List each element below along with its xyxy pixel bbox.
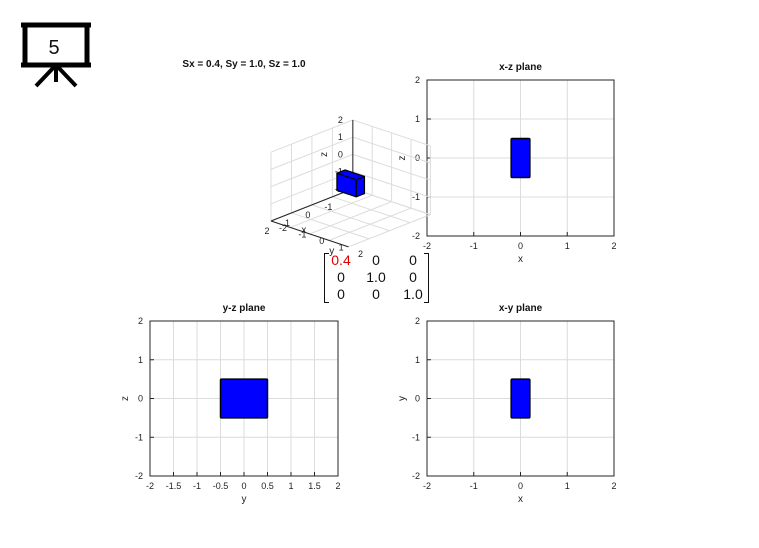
y-axis-label: y — [329, 246, 334, 257]
y-tick-label: -1 — [298, 229, 306, 239]
x-tick-label: -1.5 — [166, 481, 182, 491]
x-tick-label: 1 — [565, 481, 570, 491]
x-axis-line — [270, 188, 354, 222]
grid-line-3d — [291, 212, 370, 240]
grid-line-3d — [270, 153, 354, 188]
x-tick-label: 2 — [264, 226, 269, 236]
x-axis-label: x — [518, 254, 523, 265]
y-tick-label: 0 — [319, 236, 324, 246]
matrix-cell-sy: 1.0 — [366, 269, 386, 285]
y-tick-label: -1 — [135, 432, 143, 442]
x-tick-label: 0 — [305, 210, 310, 220]
x-axis-label: y — [242, 494, 247, 505]
scaling-matrix: 0.4 0 0 0 1.0 0 0 0 1.0 — [320, 251, 432, 303]
projected-shape — [510, 137, 531, 179]
x-tick-label: -2 — [423, 481, 431, 491]
x-tick-label: 1.5 — [308, 481, 321, 491]
y-tick-label: 1 — [415, 355, 420, 365]
y-tick-label: 2 — [358, 249, 363, 259]
x-tick-label: -2 — [146, 481, 154, 491]
y-tick-label: -1 — [412, 192, 420, 202]
y-tick-label: -2 — [412, 231, 420, 241]
x-tick-label: 0.5 — [261, 481, 274, 491]
matrix-cell: 0 — [372, 252, 380, 268]
grid-line-3d — [352, 153, 431, 181]
matrix-cell: 0 — [372, 286, 380, 302]
matrix-cell: 0 — [337, 286, 345, 302]
x-tick-label: 2 — [335, 481, 340, 491]
y-tick-label: 0 — [415, 394, 420, 404]
grid-line-3d — [270, 119, 354, 153]
y-tick-label: 0 — [415, 153, 420, 163]
x-tick-label: -1 — [470, 481, 478, 491]
matrix-right-bracket — [424, 253, 429, 303]
z-tick-label: 0 — [338, 149, 343, 159]
chart-title: y-z plane — [223, 303, 266, 314]
y-axis-line — [270, 220, 349, 248]
grid-line-3d — [309, 201, 392, 235]
grid-line-3d — [348, 214, 431, 248]
y-tick-label: -1 — [412, 432, 420, 442]
box-face-top — [336, 169, 366, 181]
projected-shape — [510, 378, 531, 419]
chart-title: x-z plane — [499, 62, 542, 73]
x-tick-label: -2 — [423, 241, 431, 251]
x-tick-label: 1 — [565, 241, 570, 251]
grid-line-3d — [328, 207, 412, 241]
x-tick-label: 2 — [611, 481, 616, 491]
x-tick-label: 0 — [518, 241, 523, 251]
x-tick-label: 1 — [288, 481, 293, 491]
matrix-cell-sz: 1.0 — [403, 286, 423, 302]
matrix-row-1: 0.4 0 0 — [320, 252, 432, 269]
x-tick-label: 0 — [241, 481, 246, 491]
x-tick-label: 0 — [518, 481, 523, 491]
y-tick-label: -2 — [135, 471, 143, 481]
y-tick-label: 2 — [138, 316, 143, 326]
x-tick-label: -1 — [470, 241, 478, 251]
chart-title: Sx = 0.4, Sy = 1.0, Sz = 1.0 — [182, 59, 306, 70]
y-tick-label: -2 — [412, 471, 420, 481]
matrix-cell-sx: 0.4 — [331, 252, 351, 268]
matrix-row-3: 0 0 1.0 — [320, 286, 432, 303]
y-tick-label: 1 — [138, 355, 143, 365]
x-tick-label: -1 — [193, 481, 201, 491]
z-tick-label: 1 — [338, 132, 343, 142]
x-tick-label: 2 — [611, 241, 616, 251]
y-tick-label: 2 — [415, 75, 420, 85]
matrix-row-2: 0 1.0 0 — [320, 269, 432, 286]
y-tick-label: 1 — [415, 114, 420, 124]
y-tick-label: 1 — [339, 242, 344, 252]
grid-line-3d — [352, 119, 431, 147]
chart-title: x-y plane — [499, 303, 543, 314]
y-axis-label: z — [397, 156, 408, 161]
x-axis-label: x — [301, 225, 306, 236]
y-axis-label: z — [120, 396, 131, 401]
x-tick-label: -1 — [324, 202, 332, 212]
z-tick-label: 2 — [338, 115, 343, 125]
y-tick-label: 2 — [415, 316, 420, 326]
y-tick-label: -2 — [279, 223, 287, 233]
x-tick-label: 1 — [285, 218, 290, 228]
matrix-cell: 0 — [409, 252, 417, 268]
grid-line-3d — [270, 136, 354, 170]
z-tick-label: -1 — [335, 167, 343, 177]
slide-number: 5 — [48, 37, 60, 59]
grid-line-3d — [352, 136, 431, 164]
presentation-board-icon — [21, 22, 91, 88]
projected-shape — [219, 378, 269, 419]
matrix-left-bracket — [324, 253, 329, 303]
x-tick-label: -0.5 — [213, 481, 229, 491]
x-axis-label: x — [518, 494, 523, 505]
plot-frame — [426, 320, 615, 477]
plot-frame — [426, 79, 615, 237]
z-axis-label: z — [319, 152, 330, 157]
matrix-cell: 0 — [337, 269, 345, 285]
y-axis-label: y — [397, 396, 408, 401]
y-tick-label: 0 — [138, 394, 143, 404]
plot-frame — [149, 320, 339, 477]
matrix-cell: 0 — [409, 269, 417, 285]
